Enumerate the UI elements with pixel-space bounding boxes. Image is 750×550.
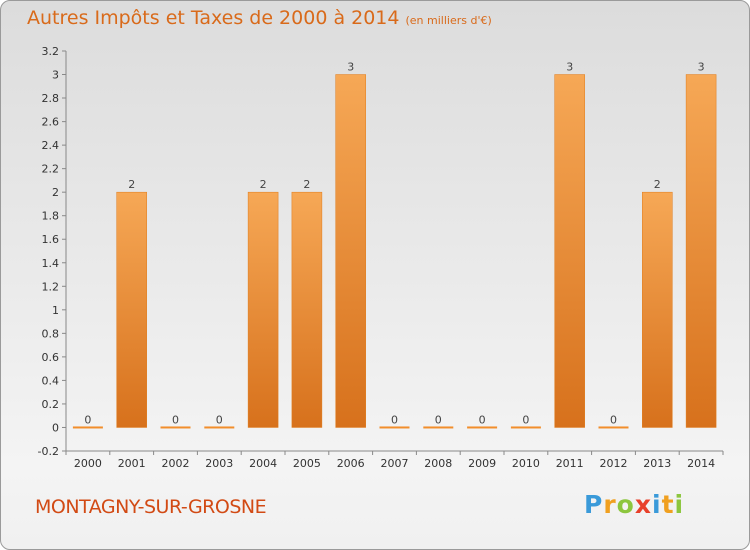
chart-labels: 0 2 0 0 2 2 3 0 0 0 0 3 0 2 3	[84, 61, 704, 427]
y-tick-label: -0.2	[38, 445, 59, 458]
bar	[379, 426, 410, 429]
logo-letter: x	[634, 490, 652, 519]
data-label: 0	[216, 413, 223, 426]
chart-title: Autres Impôts et Taxes de 2000 à 2014 (en…	[27, 7, 492, 29]
x-tick-label: 2012	[600, 457, 628, 470]
data-label: 0	[522, 413, 529, 426]
logo-letter: i	[674, 490, 685, 519]
y-tick-label: 3.2	[42, 45, 60, 58]
logo-letter: i	[652, 490, 662, 519]
y-tick-label: 2.4	[42, 139, 60, 152]
y-tick-label: 1	[52, 304, 59, 317]
y-tick-label: 3	[52, 69, 59, 82]
data-label: 2	[303, 178, 310, 191]
x-tick-label: 2001	[118, 457, 146, 470]
y-tick-label: 0.6	[42, 351, 60, 364]
x-tick-label: 2010	[512, 457, 540, 470]
bar	[423, 426, 454, 429]
bar	[685, 74, 717, 428]
bar	[204, 426, 235, 429]
y-tick-label: 2.8	[42, 92, 60, 105]
bar	[335, 74, 366, 428]
x-tick-label: 2013	[643, 457, 671, 470]
bar	[247, 191, 279, 428]
y-tick-label: 0.2	[42, 398, 60, 411]
proxiti-logo: Proxiti	[584, 490, 684, 519]
bar	[467, 426, 498, 429]
bar	[554, 74, 585, 428]
bar	[598, 426, 629, 429]
logo-letter: P	[584, 490, 604, 519]
x-tick-label: 2008	[424, 457, 452, 470]
y-tick-label: 0.4	[42, 374, 60, 387]
x-tick-label: 2005	[293, 457, 321, 470]
y-tick-label: 1.6	[42, 233, 60, 246]
y-tick-label: 1.8	[42, 210, 60, 223]
x-tick-label: 2007	[381, 457, 409, 470]
y-tick-label: 1.4	[42, 257, 60, 270]
data-label: 2	[654, 178, 661, 191]
data-label: 0	[84, 413, 91, 426]
y-tick-label: 2	[52, 186, 59, 199]
x-tick-label: 2002	[162, 457, 190, 470]
x-tick-label: 2014	[687, 457, 715, 470]
chart-bars	[72, 74, 717, 429]
data-label: 3	[698, 61, 705, 74]
x-tick-label: 2004	[249, 457, 277, 470]
data-label: 2	[128, 178, 135, 191]
bar	[642, 191, 673, 428]
x-tick-label: 2003	[205, 457, 233, 470]
y-tick-label: 2.6	[42, 116, 60, 129]
y-tick-label: 0.8	[42, 327, 60, 340]
data-label: 0	[435, 413, 442, 426]
bar	[160, 426, 191, 429]
data-label: 0	[391, 413, 398, 426]
bar	[291, 191, 323, 428]
x-tick-label: 2009	[468, 457, 496, 470]
chart-axes: -0.2 0 0.2 0.4 0.6 0.8 1 1.2 1.4 1.6 1.8 2 2.2 2.4 2.6…	[38, 45, 724, 470]
logo-letter: o	[616, 490, 635, 519]
x-tick-label: 2011	[556, 457, 584, 470]
chart-unit: (en milliers d'€)	[405, 14, 492, 27]
bar	[72, 426, 103, 429]
data-label: 0	[610, 413, 617, 426]
y-tick-label: 0	[52, 421, 59, 434]
x-tick-label: 2000	[74, 457, 102, 470]
data-label: 2	[260, 178, 267, 191]
logo-letter: t	[661, 490, 675, 519]
y-tick-label: 2.2	[42, 163, 60, 176]
data-label: 0	[172, 413, 179, 426]
data-label: 0	[479, 413, 486, 426]
chart-title-text: Autres Impôts et Taxes de 2000 à 2014	[27, 7, 400, 29]
bar	[510, 426, 541, 429]
data-label: 3	[566, 61, 573, 74]
data-label: 3	[347, 61, 354, 74]
bar	[116, 191, 147, 428]
x-tick-label: 2006	[337, 457, 365, 470]
logo-letter: r	[603, 490, 617, 519]
y-tick-label: 1.2	[42, 280, 60, 293]
commune-name: MONTAGNY-SUR-GROSNE	[35, 496, 267, 518]
